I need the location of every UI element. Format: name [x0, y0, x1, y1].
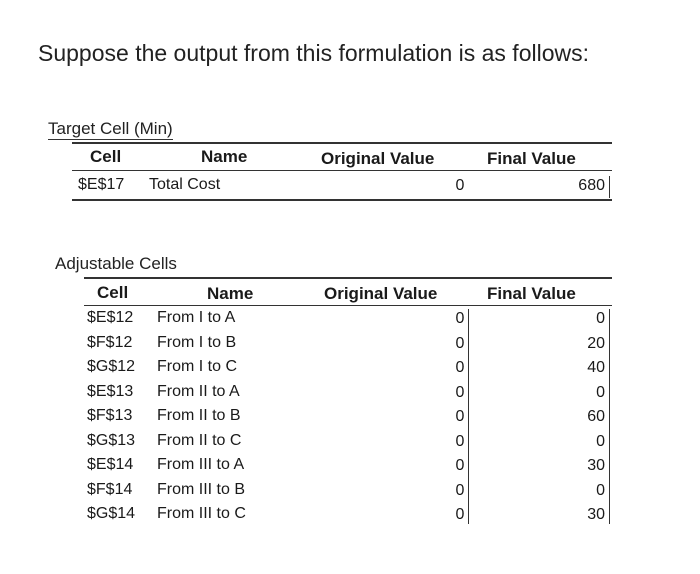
row-name: From I to A: [157, 309, 236, 326]
row-final: 0: [596, 482, 605, 499]
question-text: Suppose the output from this formulation…: [38, 40, 590, 66]
row-original: 0: [455, 506, 465, 523]
target-row-final: 680: [578, 177, 605, 194]
row-final: 30: [587, 457, 605, 474]
row-final: 40: [587, 359, 605, 376]
row-cell: $G$13: [87, 432, 136, 449]
target-bottom-rule: [72, 199, 612, 201]
row-original: 0: [455, 310, 465, 327]
adjustable-header-underline: [84, 305, 612, 306]
adjustable-cells-title: Adjustable Cells: [55, 254, 177, 273]
target-final-vline: [609, 176, 610, 198]
original-value-vline: [468, 309, 469, 524]
adjustable-header-rule: [84, 277, 612, 279]
row-name: From III to B: [157, 481, 246, 498]
row-final: 30: [587, 506, 605, 523]
row-cell: $F$13: [87, 407, 133, 424]
row-name: From III to C: [157, 505, 246, 522]
row-name: From I to B: [157, 334, 237, 351]
row-final: 60: [587, 408, 605, 425]
target-header-underline: [72, 170, 612, 171]
row-original: 0: [455, 384, 465, 401]
target-cell-title: Target Cell (Min): [48, 119, 173, 140]
row-name: From II to B: [157, 407, 241, 424]
row-cell: $G$14: [87, 505, 136, 522]
adjustable-header-original: Original Value: [324, 284, 438, 303]
row-final: 20: [587, 335, 605, 352]
row-name: From II to C: [157, 432, 242, 449]
target-row-name: Total Cost: [149, 176, 221, 193]
target-header-name: Name: [201, 147, 248, 166]
row-final: 0: [596, 310, 605, 327]
target-header-final: Final Value: [487, 149, 576, 168]
row-name: From I to C: [157, 358, 238, 375]
row-original: 0: [455, 335, 465, 352]
target-row-original: 0: [455, 177, 465, 194]
adjustable-header-final: Final Value: [487, 284, 576, 303]
target-header-cell: Cell: [90, 147, 122, 166]
row-cell: $G$12: [87, 358, 136, 375]
row-original: 0: [455, 408, 465, 425]
row-cell: $E$12: [87, 309, 134, 326]
row-original: 0: [455, 359, 465, 376]
row-original: 0: [455, 482, 465, 499]
adjustable-header-name: Name: [207, 284, 254, 303]
row-final: 0: [596, 384, 605, 401]
row-name: From III to A: [157, 456, 245, 473]
row-cell: $F$14: [87, 481, 133, 498]
row-original: 0: [455, 457, 465, 474]
final-value-vline: [609, 309, 610, 524]
row-final: 0: [596, 433, 605, 450]
row-cell: $F$12: [87, 334, 133, 351]
target-row-cell: $E$17: [78, 176, 125, 193]
adjustable-header-cell: Cell: [97, 283, 129, 302]
row-cell: $E$14: [87, 456, 134, 473]
row-cell: $E$13: [87, 383, 134, 400]
row-name: From II to A: [157, 383, 240, 400]
row-original: 0: [455, 433, 465, 450]
target-header-rule: [72, 142, 612, 144]
target-header-original: Original Value: [321, 149, 435, 168]
